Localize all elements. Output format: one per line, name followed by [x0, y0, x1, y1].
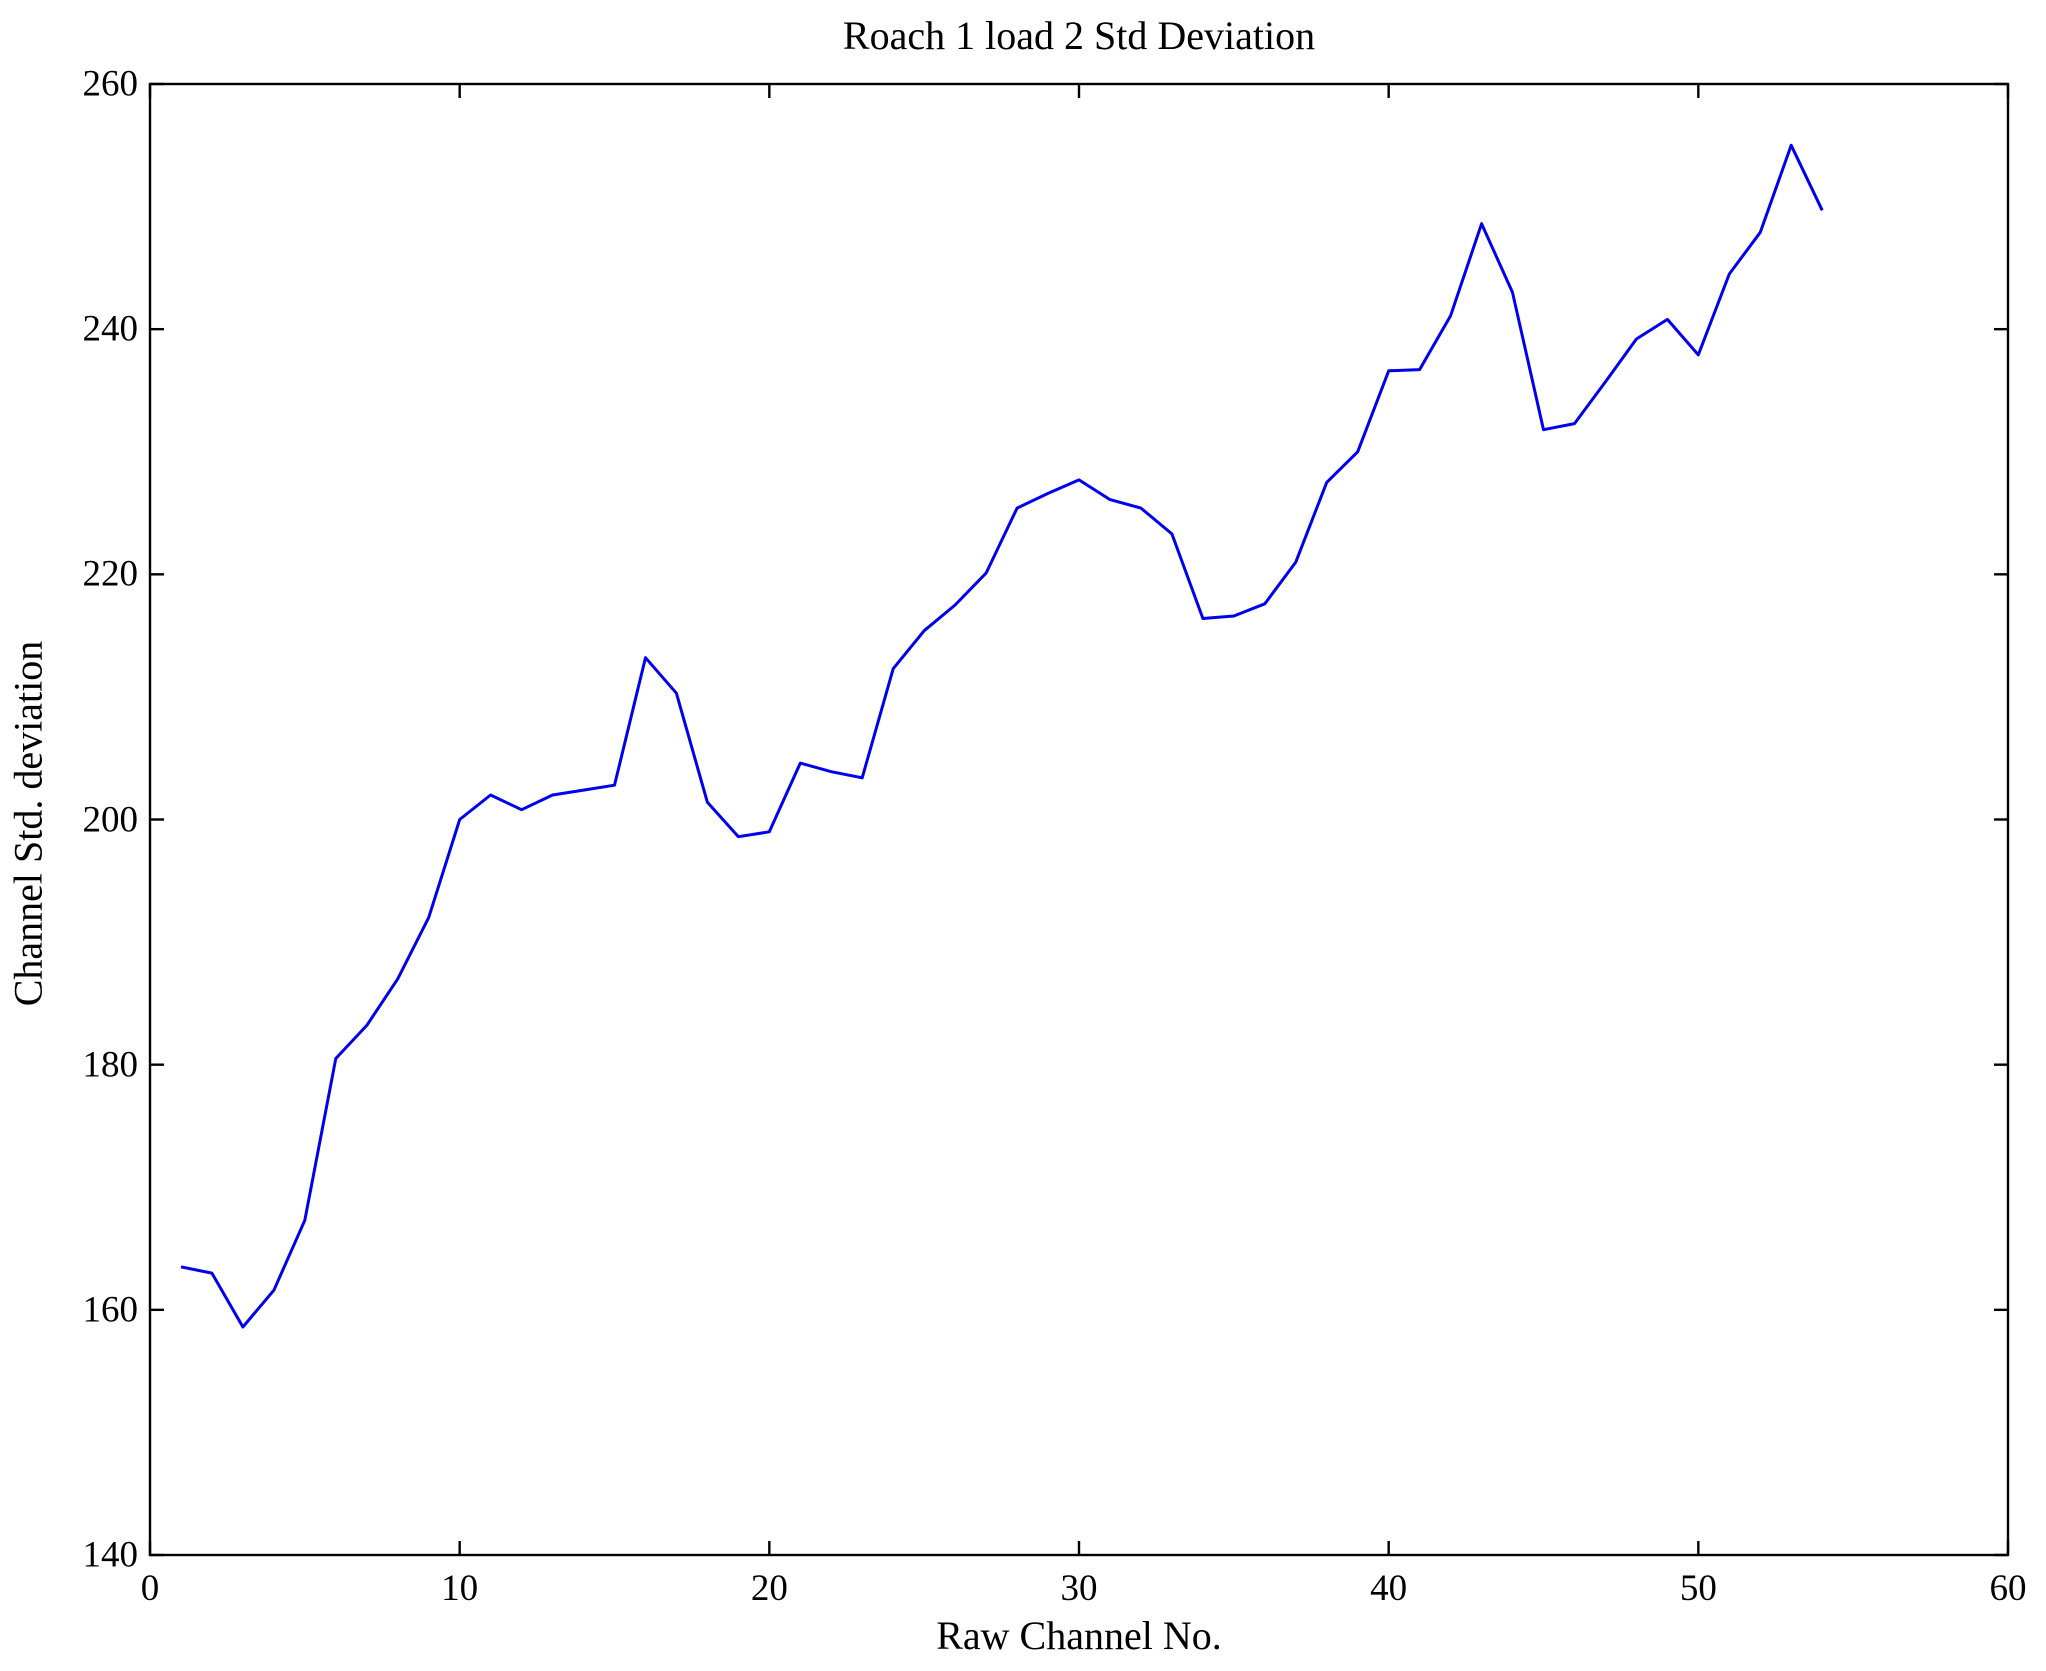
- x-tick-label: 30: [1060, 1568, 1098, 1609]
- x-tick-label: 10: [441, 1568, 479, 1609]
- y-axis-label: Channel Std. deviation: [5, 640, 51, 1007]
- x-tick-label: 50: [1679, 1568, 1717, 1609]
- y-tick-label: 180: [82, 1044, 139, 1086]
- x-axis-label: Raw Channel No.: [0, 1612, 2046, 1659]
- y-tick-label: 200: [82, 799, 139, 840]
- x-tick-label: 60: [1989, 1568, 2027, 1609]
- y-tick-label: 140: [82, 1534, 139, 1576]
- y-tick-label: 240: [82, 308, 139, 350]
- y-tick-label: 260: [82, 63, 139, 105]
- data-line: [180, 143, 1824, 1329]
- plot-box: [148, 82, 2010, 1557]
- x-tick-label: 40: [1370, 1568, 1408, 1609]
- chart-title-text: Roach 1 load 2 Std Deviation: [842, 13, 1316, 58]
- y-tick-label: 220: [82, 553, 139, 595]
- x-tick-label: 0: [140, 1568, 160, 1609]
- x-axis-label-text: Raw Channel No.: [936, 1613, 1222, 1658]
- y-tick-label: 160: [82, 1289, 139, 1331]
- chart-title: Roach 1 load 2 Std Deviation: [0, 12, 2046, 59]
- x-tick-label: 20: [750, 1568, 788, 1609]
